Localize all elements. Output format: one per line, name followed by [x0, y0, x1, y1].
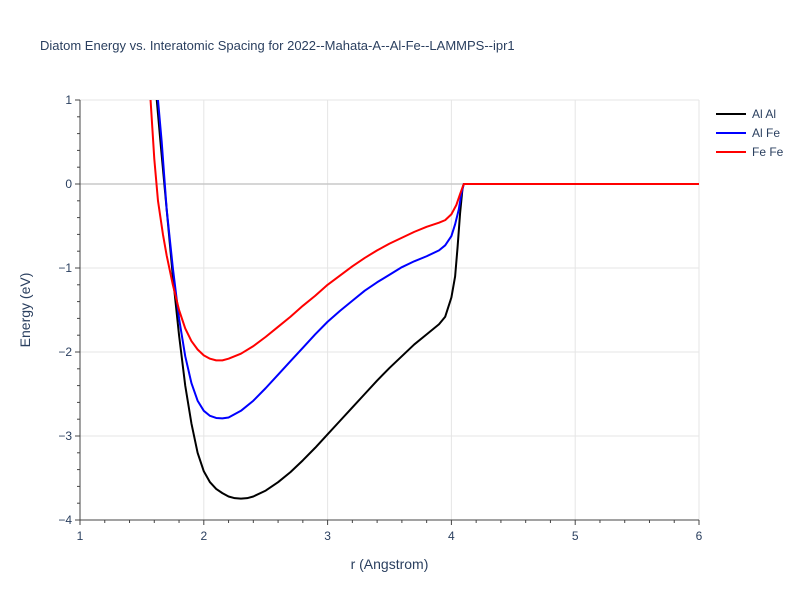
x-tick-label: 1 — [77, 529, 84, 543]
series-lines — [149, 100, 699, 500]
legend-item-fe-fe[interactable]: Fe Fe — [716, 145, 784, 159]
y-tick-label: −4 — [58, 513, 72, 527]
legend-label: Fe Fe — [752, 145, 784, 159]
grid — [80, 99, 700, 520]
axes — [75, 99, 700, 525]
series-line-fe-fe — [149, 100, 699, 362]
x-tick-label: 6 — [696, 529, 703, 543]
y-tick-label: −3 — [58, 429, 72, 443]
x-tick-label: 3 — [324, 529, 331, 543]
legend-item-al-fe[interactable]: Al Fe — [716, 126, 780, 140]
legend-item-al-al[interactable]: Al Al — [716, 107, 776, 121]
y-tick-label: 1 — [65, 93, 72, 107]
x-tick-label: 5 — [572, 529, 579, 543]
y-axis-title: Energy (eV) — [17, 273, 33, 348]
legend-label: Al Al — [752, 107, 776, 121]
y-tick-label: −2 — [58, 345, 72, 359]
y-tick-label: 0 — [65, 177, 72, 191]
tick-labels: 1 2 3 4 5 6 1 0 −1 −2 −3 −4 — [58, 93, 702, 543]
series-line-al-al — [155, 100, 699, 500]
y-tick-label: −1 — [58, 261, 72, 275]
x-axis-title: r (Angstrom) — [351, 556, 429, 572]
legend[interactable]: Al Al Al Fe Fe Fe — [716, 107, 784, 159]
chart-title: Diatom Energy vs. Interatomic Spacing fo… — [40, 38, 515, 53]
series-line-al-fe — [156, 100, 699, 420]
x-tick-label: 2 — [200, 529, 207, 543]
legend-label: Al Fe — [752, 126, 780, 140]
x-tick-label: 4 — [448, 529, 455, 543]
